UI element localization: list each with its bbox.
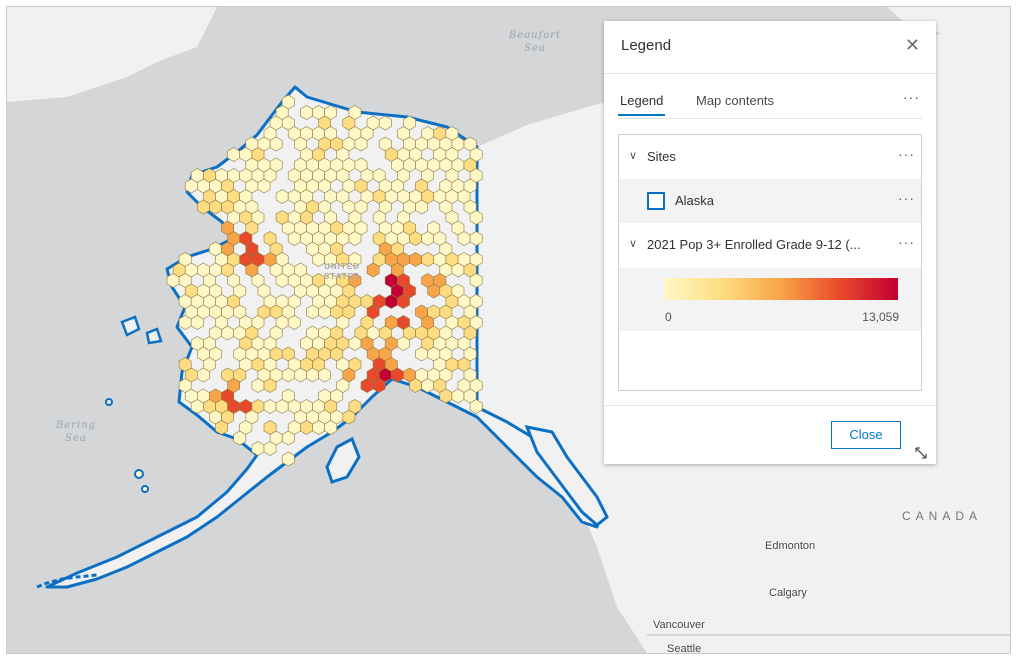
hex-bin[interactable] xyxy=(197,367,210,383)
outline-swatch-icon xyxy=(647,192,665,210)
united-states-label: UNITED STATES xyxy=(323,262,361,281)
kodiak-island xyxy=(325,436,361,484)
legend-layer-list: ∨ Sites ··· Alaska ··· ∨ 2021 Pop 3+ Enr… xyxy=(618,134,922,391)
hex-bin[interactable] xyxy=(287,315,301,330)
beaufort-sea-label: Beaufort Sea xyxy=(508,30,562,54)
layer-row-sites[interactable]: ∨ Sites ··· xyxy=(619,135,921,179)
city-label-calgary: Calgary xyxy=(769,587,807,599)
layer-label-alaska: Alaska xyxy=(675,193,715,208)
color-ramp xyxy=(664,278,898,300)
bering-sea-label: Bering Sea xyxy=(55,420,97,444)
close-button[interactable]: Close xyxy=(831,421,901,449)
legend-title: Legend xyxy=(621,37,672,54)
hex-bin[interactable] xyxy=(415,199,429,215)
hex-bin[interactable] xyxy=(257,178,271,194)
more-options-icon[interactable]: ··· xyxy=(898,146,915,162)
hex-bin[interactable] xyxy=(269,136,283,152)
hex-bin[interactable] xyxy=(318,367,332,383)
chevron-down-icon[interactable]: ∨ xyxy=(629,238,638,250)
hex-bin[interactable] xyxy=(348,231,362,246)
more-options-icon[interactable]: ··· xyxy=(898,190,915,206)
hex-bin[interactable] xyxy=(469,210,483,225)
ramp-max-label: 13,059 xyxy=(862,310,899,324)
city-label-vancouver: Vancouver xyxy=(653,619,705,631)
hex-bin[interactable] xyxy=(372,378,386,393)
hex-bin[interactable] xyxy=(354,136,368,152)
hex-bins xyxy=(166,94,483,467)
layer-label-population: 2021 Pop 3+ Enrolled Grade 9-12 (... xyxy=(647,237,861,252)
hex-bin[interactable] xyxy=(281,451,295,467)
legend-tabs: Legend Map contents ··· xyxy=(618,89,922,119)
layer-label-sites: Sites xyxy=(647,149,676,164)
hex-bin[interactable] xyxy=(469,231,483,246)
hex-bin[interactable] xyxy=(348,252,362,267)
hex-bin[interactable] xyxy=(378,115,392,131)
hex-bin[interactable] xyxy=(324,420,338,435)
hex-bin[interactable] xyxy=(397,336,410,351)
hex-bin[interactable] xyxy=(469,399,483,414)
ramp-min-label: 0 xyxy=(665,310,672,324)
chevron-down-icon[interactable]: ∨ xyxy=(629,150,638,162)
hex-bin[interactable] xyxy=(397,294,410,309)
hex-bin[interactable] xyxy=(263,441,277,456)
canada-label: CANADA xyxy=(902,509,983,523)
hex-bin[interactable] xyxy=(263,378,277,393)
tab-legend[interactable]: Legend xyxy=(618,93,666,116)
layer-row-alaska[interactable]: Alaska ··· xyxy=(619,179,921,223)
russia-land xyxy=(7,7,217,102)
hex-bin[interactable] xyxy=(190,315,204,330)
hex-bin[interactable] xyxy=(342,409,356,425)
legend-panel: Legend ✕ Legend Map contents ··· ∨ Sites… xyxy=(604,21,936,464)
hex-bin[interactable] xyxy=(469,273,483,288)
resize-icon[interactable] xyxy=(914,446,928,460)
more-options-icon[interactable]: ··· xyxy=(898,234,915,250)
divider xyxy=(604,405,936,406)
tab-map-contents[interactable]: Map contents xyxy=(696,93,775,108)
color-ramp-container: 0 13,059 xyxy=(619,268,921,331)
hex-bin[interactable] xyxy=(366,262,380,278)
hex-bin[interactable] xyxy=(281,430,295,446)
legend-header: Legend ✕ xyxy=(604,21,936,74)
city-label-edmonton: Edmonton xyxy=(765,540,816,552)
more-options-icon[interactable]: ··· xyxy=(903,89,920,105)
close-icon[interactable]: ✕ xyxy=(904,35,920,55)
hex-bin[interactable] xyxy=(215,420,228,435)
layer-row-population[interactable]: ∨ 2021 Pop 3+ Enrolled Grade 9-12 (... ·… xyxy=(619,223,921,267)
us-land xyxy=(647,635,1010,653)
map-view[interactable]: Beaufort Sea Bering Sea UNITED STATES CA… xyxy=(6,6,1011,654)
city-label-seattle: Seattle xyxy=(667,643,702,654)
hex-bin[interactable] xyxy=(233,430,247,446)
canada-land-east xyxy=(887,7,1010,35)
